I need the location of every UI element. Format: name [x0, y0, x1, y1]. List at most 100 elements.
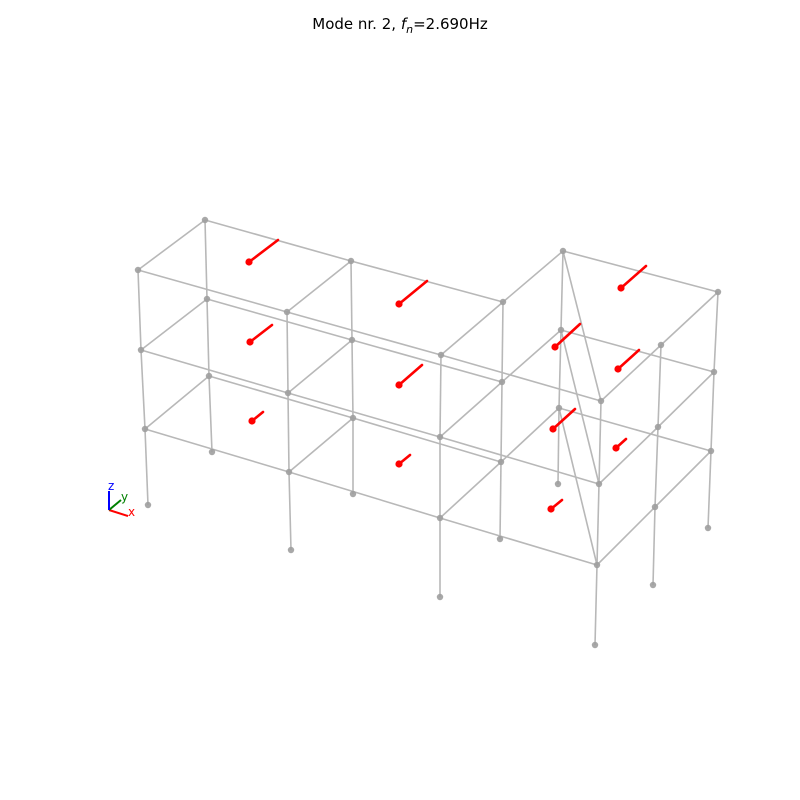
frame-node: [710, 368, 718, 376]
frame-member: [137, 219, 206, 271]
frame-node: [137, 346, 145, 354]
frame-member: [439, 461, 502, 519]
mode-displacement-vector: [553, 322, 582, 349]
frame-node: [557, 326, 565, 334]
frame-node: [349, 414, 357, 422]
mode-displacement-vector: [397, 279, 429, 306]
frame-member: [654, 450, 712, 508]
frame-node: [283, 308, 291, 316]
frame-node: [348, 336, 356, 344]
frame-node: [436, 593, 444, 601]
title-prefix: Mode nr. 2,: [312, 15, 401, 33]
frame-member: [598, 426, 659, 485]
frame-member: [137, 269, 142, 351]
frame-member: [657, 371, 715, 428]
frame-node: [285, 468, 293, 476]
mode-displacement-vector: [551, 407, 577, 431]
frame-member: [144, 428, 149, 506]
frame-node: [349, 490, 357, 498]
frame-member: [500, 381, 503, 463]
frame-member: [660, 291, 719, 346]
title-suffix: =2.690Hz: [413, 15, 488, 33]
frame-member: [562, 250, 602, 402]
frame-member: [654, 426, 659, 508]
frame-member: [439, 517, 598, 566]
frame-member: [598, 400, 602, 485]
frame-member: [350, 260, 353, 341]
frame-member: [288, 417, 354, 473]
frame-member: [286, 311, 289, 394]
frame-member: [286, 260, 352, 313]
frame-member: [140, 349, 146, 430]
mode-displacement-vector: [616, 348, 641, 371]
mode-mass-point: [246, 338, 254, 346]
frame-member: [558, 407, 598, 566]
frame-node: [284, 389, 292, 397]
frame-member: [208, 375, 354, 419]
frame-member: [144, 428, 290, 473]
frame-node: [287, 546, 295, 554]
frame-node: [134, 266, 142, 274]
frame-member: [137, 269, 288, 313]
frame-member: [499, 461, 502, 540]
axis-triad: x y z: [108, 479, 135, 519]
frame-node: [208, 448, 216, 456]
mode-mass-point: [395, 460, 403, 468]
frame-members: [137, 219, 719, 646]
frame-node: [654, 423, 662, 431]
mode-shape-vectors: [245, 238, 648, 513]
frame-node: [436, 433, 444, 441]
frame-node: [201, 216, 209, 224]
frame-member: [351, 339, 354, 419]
frame-node: [203, 295, 211, 303]
frame-node: [497, 458, 505, 466]
frame-member: [600, 344, 662, 402]
frame-node: [498, 378, 506, 386]
frame-member: [208, 375, 213, 453]
triad-x-axis: [108, 509, 129, 517]
frame-node: [555, 404, 563, 412]
frame-member: [140, 298, 208, 351]
frame-node: [499, 298, 507, 306]
title-f: f: [401, 15, 409, 33]
frame-node: [707, 447, 715, 455]
frame-node: [597, 397, 605, 405]
frame-member: [144, 375, 210, 430]
frame-member: [288, 471, 292, 551]
frame-member: [596, 483, 600, 566]
frame-member: [439, 381, 503, 438]
frame-node: [559, 247, 567, 255]
frame-member: [351, 339, 503, 383]
frame-node: [591, 641, 599, 649]
triad-y-axis: [108, 499, 122, 511]
frame-member: [500, 407, 560, 463]
triad-x-label: x: [128, 505, 135, 519]
frame-member: [440, 354, 602, 402]
mode-mass-point: [395, 381, 403, 389]
frame-node: [496, 535, 504, 543]
triad-y-label: y: [121, 490, 128, 504]
frame-member: [560, 329, 600, 485]
frame-member: [558, 407, 712, 452]
frame-member: [594, 564, 598, 646]
figure-title: Mode nr. 2, fn=2.690Hz: [312, 15, 488, 36]
frame-member: [502, 250, 564, 303]
frame-member: [439, 354, 442, 438]
frame-node: [437, 351, 445, 359]
frame-member: [287, 392, 441, 438]
frame-node: [554, 480, 562, 488]
frame-member: [206, 298, 353, 341]
frame-member: [713, 291, 719, 373]
mode-displacement-vector: [397, 363, 424, 387]
frame-nodes: [134, 216, 722, 649]
mode-mass-point: [612, 444, 620, 452]
frame-member: [352, 417, 502, 463]
frame-member: [288, 471, 441, 519]
frame-member: [287, 339, 353, 394]
frame-node: [704, 524, 712, 532]
mode-mass-point: [617, 284, 625, 292]
triad-z-label: z: [108, 479, 114, 493]
frame-member: [204, 219, 208, 300]
mode-mass-point: [547, 505, 555, 513]
mode-mass-point: [614, 365, 622, 373]
